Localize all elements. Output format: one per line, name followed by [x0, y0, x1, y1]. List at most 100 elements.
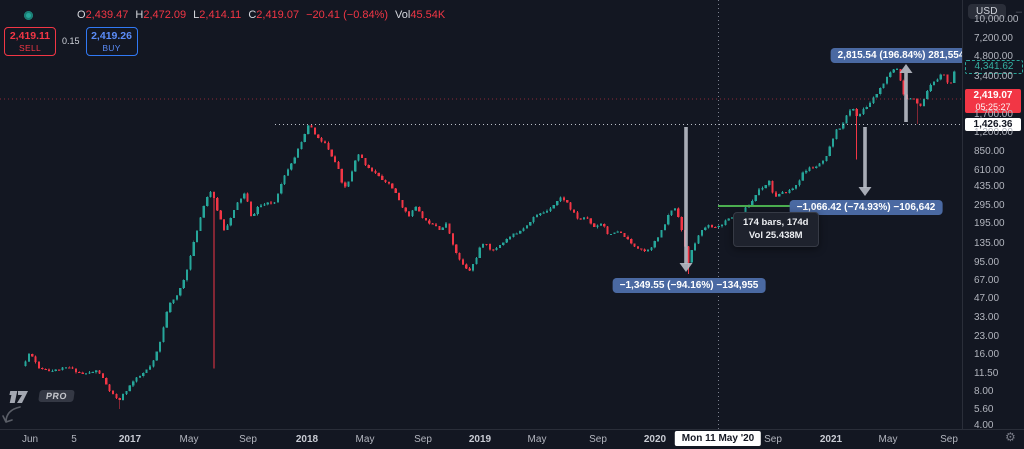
candle-body — [350, 171, 354, 182]
candle-body — [68, 367, 71, 369]
candle-body — [939, 74, 942, 80]
candle-body — [138, 376, 142, 378]
price-tick-label: 67.00 — [974, 275, 1000, 286]
price-tick-label: 135.00 — [974, 238, 1005, 249]
sell-button[interactable]: 2,419.11 SELL — [4, 27, 56, 56]
candle-body — [673, 208, 677, 211]
candle-body — [562, 197, 565, 200]
candle-body — [145, 369, 148, 374]
price-tick-label: 8.00 — [974, 386, 994, 397]
candle-body — [875, 94, 878, 98]
candle-body — [707, 225, 710, 228]
candle-body — [757, 189, 761, 195]
measure-label-2021-rally[interactable]: 2,815.54 (196.84%) 281,554 — [830, 48, 972, 63]
candle-body — [909, 98, 912, 100]
gear-icon[interactable]: ⚙ — [1005, 430, 1016, 444]
buy-button[interactable]: 2,419.26 BUY — [85, 27, 138, 56]
candle-body — [64, 367, 67, 369]
candle-body — [778, 194, 781, 197]
alert-price-label[interactable]: 4,341.62 — [965, 60, 1023, 74]
candle-body — [761, 187, 764, 190]
candle-body — [313, 127, 316, 135]
candle-body — [222, 219, 226, 230]
candle-body — [256, 207, 259, 215]
close-value: 2,419.07 — [256, 9, 300, 21]
candle-body — [169, 303, 172, 312]
time-tick-label: 2021 — [819, 434, 843, 445]
chart-canvas[interactable] — [0, 0, 962, 429]
candle-body — [155, 351, 158, 361]
buy-price: 2,419.26 — [91, 30, 132, 42]
candle-body — [724, 220, 727, 226]
last-price-label: 2,419.07 05:25:27 — [965, 89, 1021, 113]
candle-body — [320, 138, 323, 142]
date-range-volume: Vol 25.438M — [748, 230, 803, 242]
candle-body — [519, 231, 522, 234]
crosshair-price-label: 1,426.36 — [965, 118, 1021, 131]
candle-body — [206, 196, 209, 207]
candle-body — [61, 367, 64, 371]
candle-body — [694, 243, 697, 251]
candle-body — [869, 102, 872, 107]
candle-body — [414, 206, 417, 211]
candle-body — [401, 200, 404, 208]
candle-body — [115, 394, 118, 399]
date-range-tooltip[interactable]: 174 bars, 174d Vol 25.438M — [733, 212, 819, 247]
candle-body — [542, 212, 545, 214]
price-tick-label: 3,400.00 — [974, 71, 1013, 82]
candle-body — [505, 239, 508, 243]
price-axis[interactable]: USD – 2,419.07 05:25:27 4,341.62 1,426.3… — [962, 0, 1024, 431]
candle-body — [576, 212, 579, 219]
candle-body — [226, 225, 229, 230]
candle-body — [108, 384, 111, 391]
measure-label-2021-drop[interactable]: −1,066.42 (−74.93%) −106,642 — [789, 200, 943, 215]
candle-body — [461, 259, 465, 265]
measure-label-covid-drop[interactable]: −1,349.55 (−94.16%) −134,955 — [612, 278, 766, 293]
candle-body — [397, 192, 401, 201]
candle-body — [300, 141, 303, 149]
candle-body — [882, 83, 885, 88]
candle-body — [98, 370, 101, 374]
candle-body — [84, 373, 88, 375]
candle-body — [189, 255, 192, 270]
candle-body — [212, 191, 216, 198]
time-tick-label: May — [179, 434, 199, 445]
candle-body — [798, 180, 801, 186]
currency-toggle-button[interactable]: USD — [968, 4, 1006, 19]
candle-body — [818, 163, 821, 167]
candle-body — [293, 157, 296, 164]
candle-body — [270, 202, 273, 204]
candle-body — [81, 372, 84, 375]
time-tick-label: 5 — [71, 434, 77, 445]
candle-body — [556, 201, 559, 205]
candle-body — [650, 247, 653, 250]
candle-body — [468, 268, 471, 271]
candle-body — [589, 218, 592, 224]
candle-body — [374, 170, 377, 174]
axis-collapse-dash-icon[interactable]: – — [1015, 6, 1022, 18]
candle-body — [142, 373, 145, 377]
candle-body — [885, 77, 889, 84]
candle-body — [599, 223, 603, 226]
ohlc-legend: O2,439.47 H2,472.09 L2,414.11 C2,419.07 … — [77, 9, 445, 21]
price-tick-label: 4,800.00 — [974, 51, 1013, 62]
series-status-dot[interactable] — [24, 11, 33, 20]
volume-label: Vol45.54K — [395, 9, 446, 21]
candle-body — [663, 224, 666, 231]
time-axis[interactable]: Mon 11 May '20 Jun 5 2017 May Sep 2018 May Sep 2… — [0, 429, 1024, 449]
candle-body — [926, 90, 929, 99]
candle-body — [657, 237, 660, 242]
sketch-arrow-icon — [2, 406, 21, 423]
price-tick-label: 95.00 — [974, 257, 1000, 268]
time-tick-label: Sep — [239, 434, 257, 445]
candle-body — [179, 287, 182, 296]
candle-body — [310, 125, 313, 128]
candle-body — [95, 370, 98, 373]
spread-value: 0.15 — [62, 36, 80, 47]
candle-body — [344, 182, 347, 187]
candle-body — [808, 167, 811, 172]
candle-body — [512, 233, 515, 237]
candle-body — [566, 199, 569, 203]
candle-body — [593, 223, 596, 228]
candle-body — [482, 243, 485, 248]
